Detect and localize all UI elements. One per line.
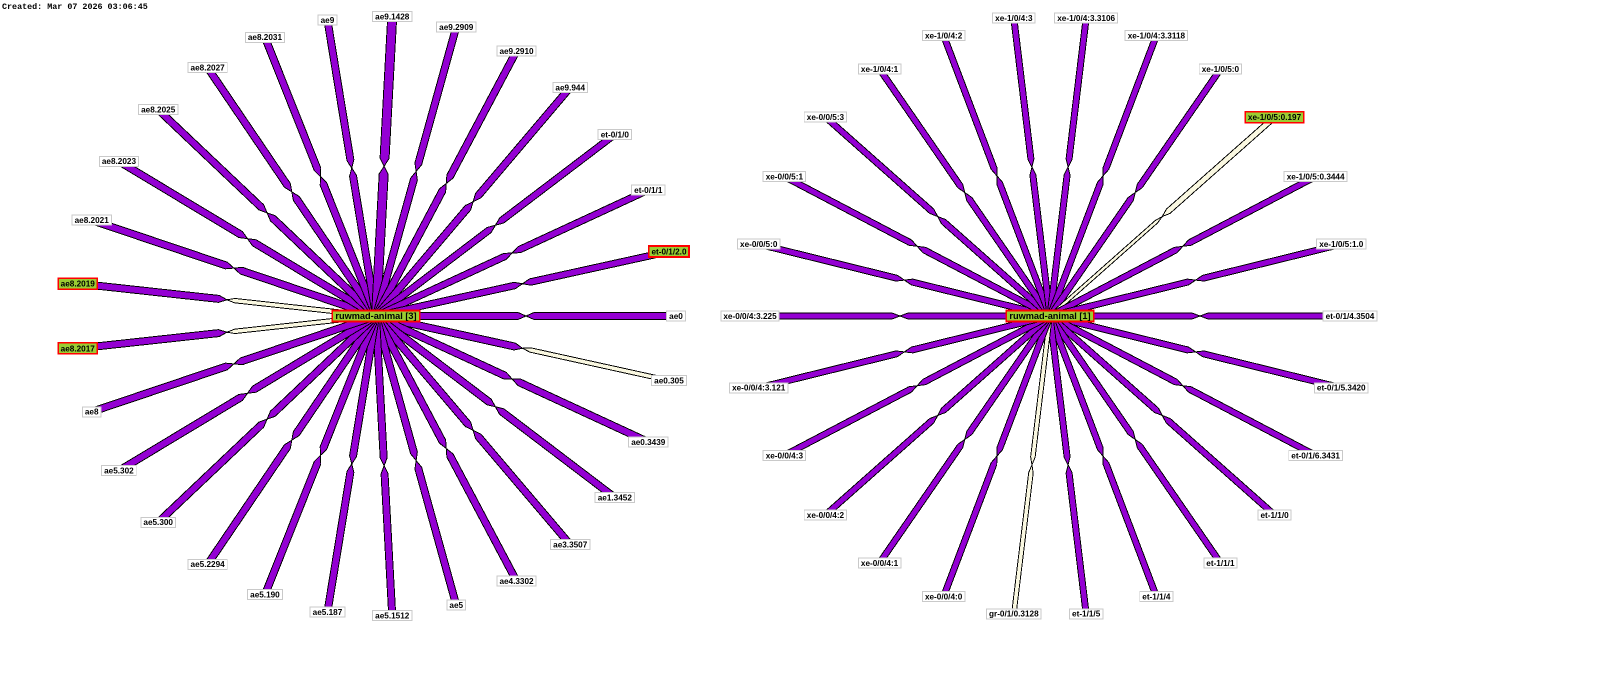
svg-text:xe-0/0/5:1: xe-0/0/5:1 bbox=[766, 172, 804, 181]
svg-text:xe-0/0/4:2: xe-0/0/4:2 bbox=[807, 511, 845, 520]
svg-text:ae5.302: ae5.302 bbox=[104, 467, 134, 476]
svg-text:ae0.305: ae0.305 bbox=[654, 376, 684, 385]
svg-text:xe-1/0/5:0: xe-1/0/5:0 bbox=[1202, 65, 1240, 74]
svg-text:xe-1/0/4:2: xe-1/0/4:2 bbox=[925, 31, 963, 40]
svg-text:ae5.300: ae5.300 bbox=[143, 518, 173, 527]
svg-text:et-0/1/0: et-0/1/0 bbox=[601, 130, 630, 139]
svg-text:xe-1/0/4:3: xe-1/0/4:3 bbox=[995, 14, 1033, 23]
svg-text:et-0/1/4.3504: et-0/1/4.3504 bbox=[1326, 312, 1375, 321]
svg-text:ruwmad-animal [1]: ruwmad-animal [1] bbox=[1009, 311, 1090, 321]
svg-text:xe-1/0/5:0.197: xe-1/0/5:0.197 bbox=[1248, 113, 1302, 122]
svg-text:xe-0/0/4:0: xe-0/0/4:0 bbox=[925, 592, 963, 601]
svg-text:ae0.3439: ae0.3439 bbox=[631, 438, 666, 447]
svg-text:xe-1/0/5:1.0: xe-1/0/5:1.0 bbox=[1319, 240, 1364, 249]
svg-text:xe-1/0/4:1: xe-1/0/4:1 bbox=[861, 65, 899, 74]
svg-text:et-0/1/6.3431: et-0/1/6.3431 bbox=[1291, 451, 1340, 460]
svg-text:et-1/1/1: et-1/1/1 bbox=[1206, 559, 1235, 568]
svg-text:ae4.3302: ae4.3302 bbox=[499, 577, 534, 586]
svg-text:ae0: ae0 bbox=[669, 312, 683, 321]
svg-text:xe-0/0/4:3: xe-0/0/4:3 bbox=[766, 451, 804, 460]
svg-text:ae9: ae9 bbox=[321, 16, 335, 25]
svg-text:gr-0/1/0.3128: gr-0/1/0.3128 bbox=[989, 610, 1039, 619]
svg-text:ae9.2910: ae9.2910 bbox=[499, 47, 534, 56]
svg-text:xe-1/0/5:0.3444: xe-1/0/5:0.3444 bbox=[1287, 172, 1345, 181]
svg-text:ae9.1428: ae9.1428 bbox=[375, 12, 410, 21]
svg-text:xe-1/0/4:3.3118: xe-1/0/4:3.3118 bbox=[1128, 31, 1186, 40]
svg-text:ae9.2909: ae9.2909 bbox=[439, 23, 474, 32]
svg-text:et-1/1/0: et-1/1/0 bbox=[1260, 511, 1289, 520]
svg-text:xe-0/0/5:0: xe-0/0/5:0 bbox=[740, 240, 778, 249]
svg-text:ae1.3452: ae1.3452 bbox=[598, 493, 633, 502]
svg-text:et-1/1/4: et-1/1/4 bbox=[1142, 592, 1171, 601]
svg-text:ae8.2017: ae8.2017 bbox=[61, 344, 96, 353]
svg-text:xe-0/0/5:3: xe-0/0/5:3 bbox=[807, 113, 845, 122]
svg-text:et-0/1/2.0: et-0/1/2.0 bbox=[651, 247, 686, 256]
svg-text:ae5.187: ae5.187 bbox=[313, 608, 343, 617]
svg-text:ae8.2031: ae8.2031 bbox=[248, 33, 283, 42]
svg-text:Created: Mar 07 2026 03:06:45: Created: Mar 07 2026 03:06:45 bbox=[2, 2, 148, 12]
svg-text:xe-0/0/4:1: xe-0/0/4:1 bbox=[861, 559, 899, 568]
svg-text:et-0/1/1: et-0/1/1 bbox=[634, 186, 663, 195]
svg-text:ae8.2025: ae8.2025 bbox=[141, 106, 176, 115]
svg-text:ae5.1512: ae5.1512 bbox=[375, 611, 410, 620]
svg-text:ae5.2294: ae5.2294 bbox=[191, 560, 226, 569]
svg-text:ae8.2023: ae8.2023 bbox=[102, 157, 137, 166]
svg-text:et-0/1/5.3420: et-0/1/5.3420 bbox=[1317, 384, 1366, 393]
svg-text:xe-1/0/4:3.3106: xe-1/0/4:3.3106 bbox=[1057, 14, 1115, 23]
svg-text:xe-0/0/4:3.121: xe-0/0/4:3.121 bbox=[732, 384, 786, 393]
svg-text:ae8.2019: ae8.2019 bbox=[61, 279, 96, 288]
svg-text:ae8: ae8 bbox=[85, 408, 99, 417]
svg-text:xe-0/0/4:3.225: xe-0/0/4:3.225 bbox=[723, 312, 777, 321]
svg-text:ae8.2021: ae8.2021 bbox=[75, 216, 110, 225]
svg-text:ae5: ae5 bbox=[449, 601, 463, 610]
svg-text:et-1/1/5: et-1/1/5 bbox=[1072, 610, 1101, 619]
svg-text:ae9.944: ae9.944 bbox=[555, 83, 585, 92]
svg-text:ruwmad-animal [3]: ruwmad-animal [3] bbox=[335, 311, 416, 321]
svg-text:ae3.3507: ae3.3507 bbox=[553, 541, 588, 550]
svg-text:ae8.2027: ae8.2027 bbox=[191, 64, 226, 73]
svg-text:ae5.190: ae5.190 bbox=[250, 591, 280, 600]
